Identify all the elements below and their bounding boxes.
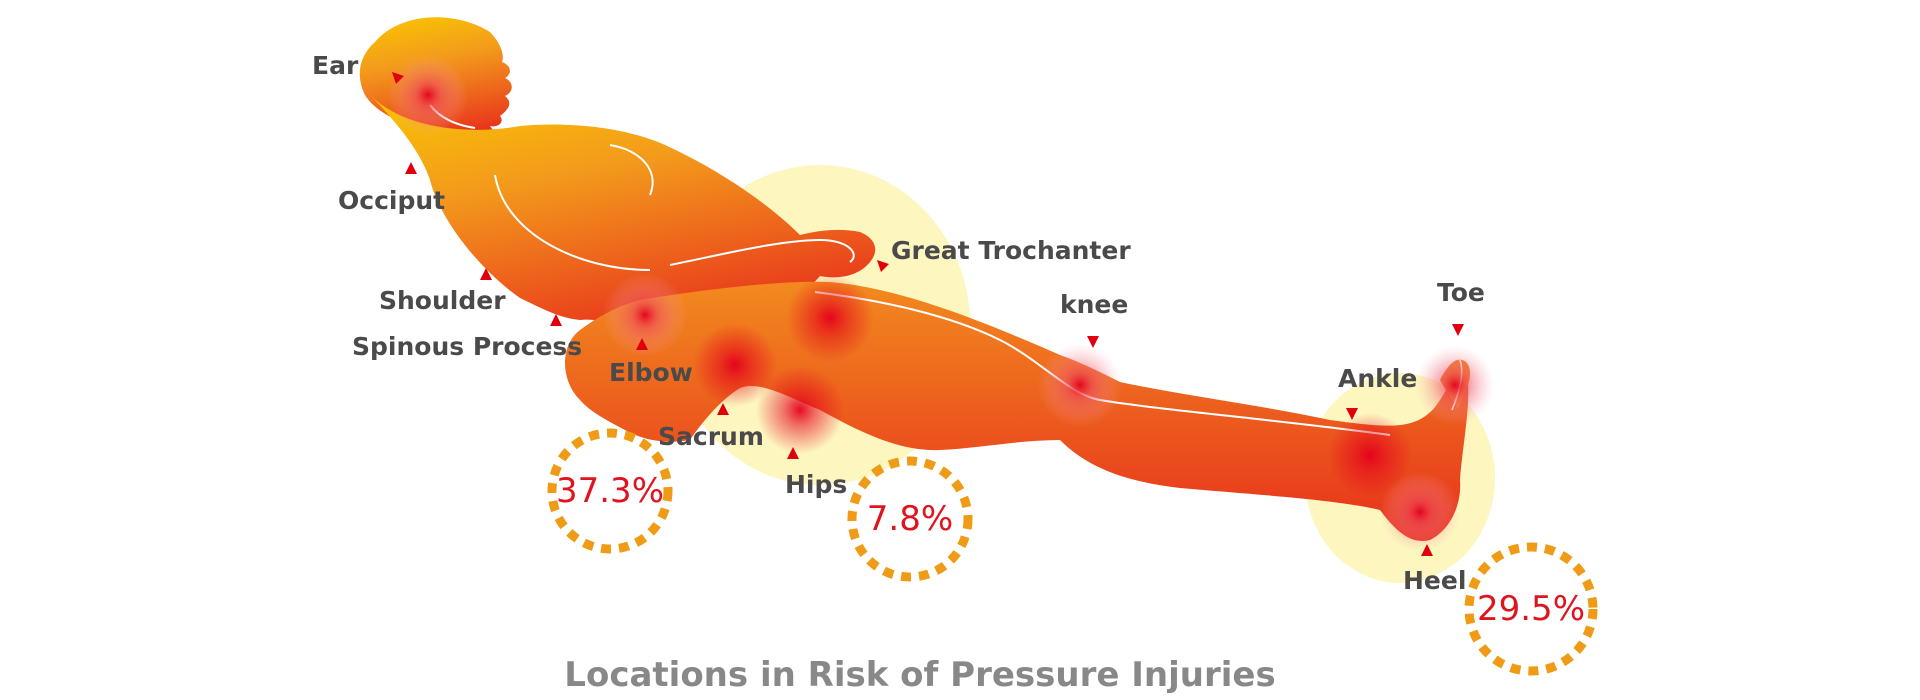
hips-label: Hips <box>785 470 848 499</box>
elbow-hotspot <box>603 273 687 357</box>
ankle-hotspot <box>1328 413 1412 497</box>
sacrum-hotspot <box>693 323 777 407</box>
sacrum-percentage: 37.3% <box>555 471 664 511</box>
knee-label: knee <box>1060 290 1129 319</box>
great-trochanter-hotspot <box>786 274 874 362</box>
knee-hotspot <box>1038 343 1122 427</box>
percentage-rings <box>547 428 1598 676</box>
sacrum-marker <box>717 403 729 415</box>
hips-hotspot <box>756 366 844 454</box>
spinous-process-marker <box>550 314 562 326</box>
heel-hotspot <box>1380 472 1460 552</box>
pointer-markers <box>392 72 1464 556</box>
elbow-marker <box>636 338 648 350</box>
hotspots <box>388 55 1495 552</box>
heel-percent-ring <box>1464 542 1598 676</box>
hips-percentage: 7.8% <box>866 499 954 539</box>
shoulder-label: Shoulder <box>379 286 506 315</box>
ear-label: Ear <box>312 51 359 80</box>
ear-hotspot <box>388 55 468 135</box>
heel-marker <box>1421 544 1433 556</box>
knee-marker <box>1087 336 1099 348</box>
sacrum-label: Sacrum <box>658 422 764 451</box>
great-trochanter-label: Great Trochanter <box>891 236 1131 265</box>
occiput-marker <box>405 162 417 174</box>
ankle-label: Ankle <box>1338 364 1418 393</box>
heel-percentage: 29.5% <box>1476 589 1585 629</box>
great-trochanter-marker <box>877 260 889 272</box>
spinous-process-label: Spinous Process <box>352 332 583 361</box>
hips-marker <box>787 447 799 459</box>
toe-label: Toe <box>1437 278 1485 307</box>
occiput-label: Occiput <box>338 186 446 215</box>
heel-label: Heel <box>1403 566 1467 595</box>
shoulder-marker <box>480 268 492 280</box>
diagram-title: Locations in Risk of Pressure Injuries <box>564 655 1276 695</box>
ear-marker <box>392 72 404 84</box>
hips-percent-ring <box>847 456 973 582</box>
toe-marker <box>1452 324 1464 336</box>
toe-hotspot <box>1415 345 1495 425</box>
ankle-marker <box>1346 408 1358 420</box>
sacrum-percent-ring <box>547 428 673 554</box>
elbow-label: Elbow <box>609 358 693 387</box>
